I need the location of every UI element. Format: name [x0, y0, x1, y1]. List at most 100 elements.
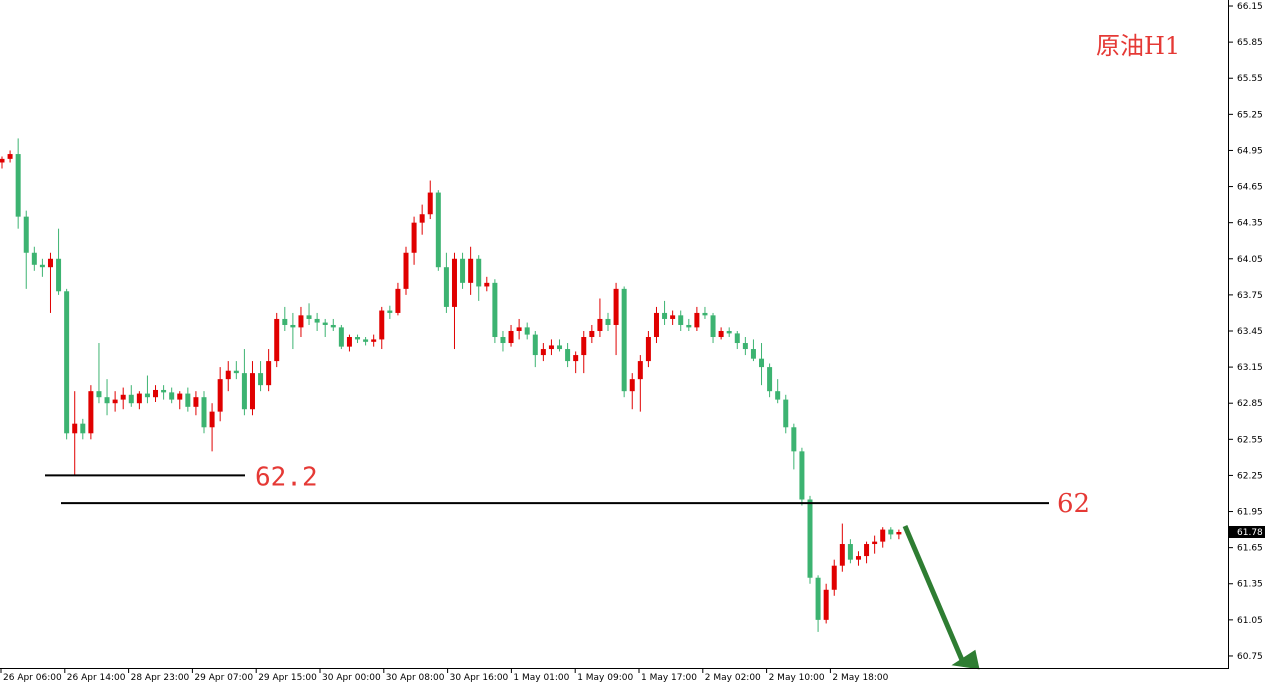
candle-body [807, 499, 813, 578]
candle-body [47, 258, 53, 268]
y-tick-label: 64.35 [1237, 219, 1263, 229]
candle-body [791, 427, 797, 452]
candle-body [193, 397, 199, 407]
candle-body [880, 529, 886, 542]
candle-body [233, 370, 239, 374]
candle [435, 190, 441, 271]
candle [839, 523, 845, 572]
current-price-label: 61.78 [1237, 528, 1263, 538]
candle-body [451, 258, 457, 307]
candle-body [330, 324, 336, 328]
candle [605, 312, 611, 331]
candle [15, 138, 21, 229]
candle [72, 391, 78, 476]
candle [565, 343, 571, 368]
candle-body [274, 318, 280, 362]
candle-body [314, 318, 320, 323]
candle [387, 305, 393, 319]
x-tick-label: 28 Apr 23:00 [131, 673, 190, 682]
candle-body [686, 324, 692, 328]
candle-body [605, 318, 611, 325]
candle [233, 361, 239, 380]
candle-body [767, 367, 773, 392]
candle [96, 343, 102, 404]
candle-body [96, 391, 102, 398]
candle-body [759, 358, 765, 368]
candle [516, 318, 522, 340]
candle-body [31, 252, 37, 265]
current-price-tag [1229, 525, 1265, 538]
x-tick-label: 29 Apr 15:00 [258, 673, 317, 682]
candle [39, 258, 45, 277]
candle [298, 306, 304, 338]
candle [201, 391, 207, 434]
candle-body [282, 318, 288, 325]
candle [791, 423, 797, 470]
candle [508, 324, 514, 347]
level-label-62: 62 [1057, 489, 1090, 519]
candle-body [120, 394, 126, 400]
candle [500, 330, 506, 352]
candle [548, 339, 554, 356]
candle [759, 343, 765, 386]
candle-body [379, 310, 385, 340]
candle [686, 318, 692, 331]
x-tick-label: 29 Apr 07:00 [194, 673, 253, 682]
candle [363, 337, 369, 346]
candle-body [346, 337, 352, 347]
candle [896, 529, 902, 540]
candle-body [581, 337, 587, 356]
y-tick-label: 62.55 [1237, 435, 1263, 445]
candle-body [476, 258, 482, 287]
candle [209, 403, 215, 452]
candle [694, 306, 700, 331]
candle-body [629, 379, 635, 392]
candle [775, 379, 781, 404]
candle-body [169, 392, 175, 400]
candle-body [217, 379, 223, 412]
candle [783, 394, 789, 434]
candle-body [896, 531, 902, 535]
candle [880, 527, 886, 548]
candle-body [484, 282, 490, 287]
candle [807, 495, 813, 584]
candle [112, 391, 118, 412]
candle-body [306, 315, 312, 319]
candle-body [621, 288, 627, 392]
candle [662, 300, 668, 325]
candle [621, 286, 627, 398]
candle-body [15, 154, 21, 217]
candle [338, 324, 344, 350]
candle-body [338, 327, 344, 347]
candle-body [573, 355, 579, 362]
candle [532, 330, 538, 368]
candle [799, 447, 805, 506]
candle [750, 339, 756, 362]
candle [64, 288, 70, 440]
candle [355, 334, 361, 344]
candle [314, 312, 320, 331]
candle-body [694, 312, 700, 328]
candle [702, 306, 708, 319]
candle-body [112, 399, 118, 404]
candle-body [888, 529, 894, 535]
x-tick-label: 30 Apr 08:00 [386, 673, 445, 682]
candle-body [258, 373, 264, 386]
candle-body [241, 373, 247, 410]
candle-body [783, 399, 789, 428]
candle [718, 327, 724, 340]
candle [346, 334, 352, 352]
candle [581, 330, 587, 374]
candle-body [468, 258, 474, 283]
candle [88, 385, 94, 440]
candle-body [153, 389, 159, 398]
candle-body [653, 312, 659, 338]
candle [451, 252, 457, 350]
candle [492, 279, 498, 344]
candle [540, 343, 546, 362]
arrow-layer [902, 525, 980, 670]
y-tick-label: 61.35 [1237, 580, 1263, 590]
candle [767, 363, 773, 398]
candles-layer [0, 138, 902, 632]
candle-body [557, 345, 563, 350]
